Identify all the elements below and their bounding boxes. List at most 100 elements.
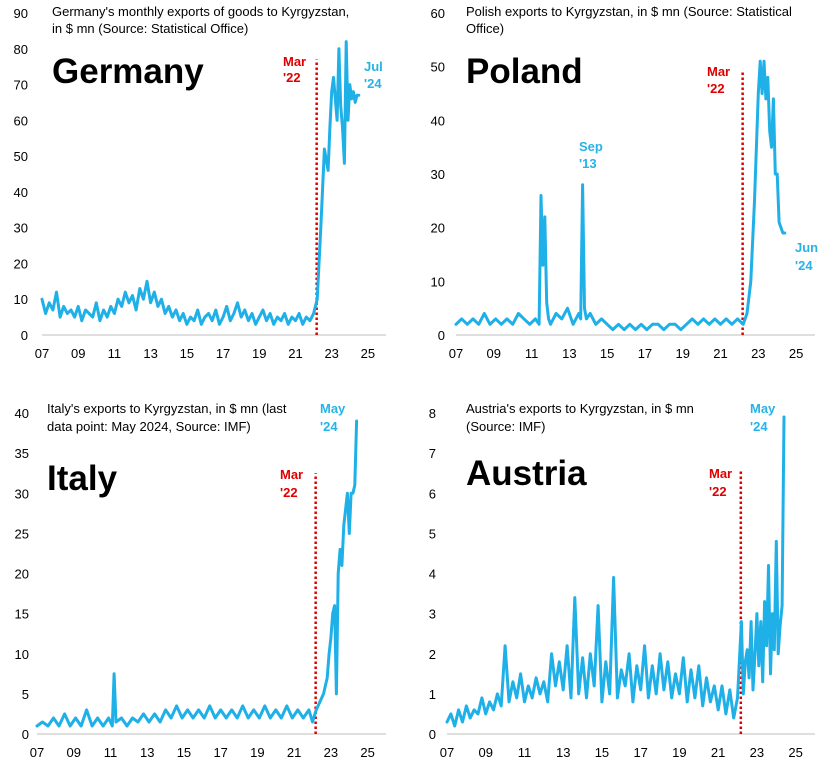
poland-x-tick-label: 25 bbox=[789, 346, 803, 361]
poland-series-line bbox=[454, 59, 787, 332]
germany-marker-line-2: '22 bbox=[283, 70, 301, 85]
poland-subtitle-line-2: Office) bbox=[466, 21, 504, 36]
poland-x-tick-label: 15 bbox=[600, 346, 614, 361]
germany-y-tick-label: 60 bbox=[14, 113, 28, 128]
italy-y-tick-label: 20 bbox=[15, 567, 29, 582]
germany-x-tick-label: 13 bbox=[143, 346, 157, 361]
italy-x-tick-label: 07 bbox=[30, 745, 44, 760]
poland-x-tick-label: 13 bbox=[562, 346, 576, 361]
germany-x-tick-label: 15 bbox=[180, 346, 194, 361]
italy-x-tick-label: 23 bbox=[324, 745, 338, 760]
italy-y-tick-label: 30 bbox=[15, 486, 29, 501]
italy-x-tick-label: 15 bbox=[177, 745, 191, 760]
poland-y-ticks: 0 10 20 30 40 50 60 bbox=[431, 6, 445, 343]
austria-x-tick-label: 23 bbox=[750, 745, 764, 760]
austria-x-tick-label: 11 bbox=[518, 745, 532, 760]
poland-x-tick-label: 23 bbox=[751, 346, 765, 361]
germany-y-tick-label: 90 bbox=[14, 6, 28, 21]
italy-x-tick-label: 13 bbox=[140, 745, 154, 760]
poland-y-tick-label: 30 bbox=[431, 167, 445, 182]
poland-end-label-line-1: Jun bbox=[795, 240, 818, 255]
germany-y-tick-label: 40 bbox=[14, 185, 28, 200]
italy-x-tick-label: 19 bbox=[250, 745, 264, 760]
austria-y-ticks: 0 1 2 3 4 5 6 7 8 bbox=[429, 406, 436, 742]
italy-y-tick-label: 25 bbox=[15, 526, 29, 541]
austria-y-tick-label: 8 bbox=[429, 406, 436, 421]
austria-x-tick-label: 17 bbox=[633, 745, 647, 760]
germany-subtitle-line-1: Germany's monthly exports of goods to Ky… bbox=[52, 4, 349, 19]
germany-marker-line-1: Mar bbox=[283, 54, 306, 69]
italy-y-tick-label: 5 bbox=[22, 687, 29, 702]
austria-marker-line-2: '22 bbox=[709, 484, 727, 499]
italy-subtitle-line-1: Italy's exports to Kyrgyzstan, in $ mn (… bbox=[47, 401, 287, 416]
italy-subtitle-line-2: data point: May 2024, Source: IMF) bbox=[47, 419, 251, 434]
germany-x-tick-label: 19 bbox=[252, 346, 266, 361]
austria-x-tick-label: 25 bbox=[788, 745, 802, 760]
austria-y-tick-label: 0 bbox=[429, 727, 436, 742]
austria-x-tick-label: 19 bbox=[672, 745, 686, 760]
austria-subtitle-line-1: Austria's exports to Kyrgyzstan, in $ mn bbox=[466, 401, 694, 416]
italy-y-tick-label: 35 bbox=[15, 446, 29, 461]
poland-y-tick-label: 0 bbox=[438, 328, 445, 343]
italy-series-line bbox=[35, 419, 359, 728]
poland-x-tick-label: 11 bbox=[525, 346, 539, 361]
austria-x-ticks: 07 09 11 13 15 17 19 21 23 25 bbox=[440, 745, 803, 760]
austria-subtitle-line-2: (Source: IMF) bbox=[466, 419, 545, 434]
poland-y-tick-label: 50 bbox=[431, 60, 445, 75]
germany-x-tick-label: 23 bbox=[324, 346, 338, 361]
austria-panel: Austria's exports to Kyrgyzstan, in $ mn… bbox=[429, 401, 815, 760]
austria-x-tick-label: 21 bbox=[711, 745, 725, 760]
italy-x-tick-label: 09 bbox=[67, 745, 81, 760]
austria-x-tick-label: 15 bbox=[595, 745, 609, 760]
germany-series-line bbox=[40, 40, 361, 326]
austria-y-tick-label: 2 bbox=[429, 647, 436, 662]
germany-y-tick-label: 30 bbox=[14, 221, 28, 236]
italy-x-tick-label: 21 bbox=[287, 745, 301, 760]
germany-x-tick-label: 11 bbox=[108, 346, 122, 361]
italy-y-tick-label: 10 bbox=[15, 647, 29, 662]
poland-panel: Polish exports to Kyrgyzstan, in $ mn (S… bbox=[431, 4, 819, 361]
poland-marker-line-1: Mar bbox=[707, 64, 730, 79]
austria-end-label-line-2: '24 bbox=[750, 419, 768, 434]
germany-x-tick-label: 17 bbox=[216, 346, 230, 361]
germany-subtitle-line-2: in $ mn (Source: Statistical Office) bbox=[52, 21, 248, 36]
poland-y-tick-label: 60 bbox=[431, 6, 445, 21]
germany-end-label-line-2: '24 bbox=[364, 76, 382, 91]
germany-y-tick-label: 0 bbox=[21, 328, 28, 343]
austria-y-tick-label: 4 bbox=[429, 567, 436, 582]
poland-y-tick-label: 10 bbox=[431, 274, 445, 289]
italy-y-tick-label: 0 bbox=[22, 727, 29, 742]
austria-end-label-line-1: May bbox=[750, 401, 776, 416]
italy-country-label: Italy bbox=[47, 459, 118, 498]
poland-country-label: Poland bbox=[466, 52, 583, 91]
italy-y-tick-label: 15 bbox=[15, 607, 29, 622]
italy-x-tick-label: 17 bbox=[213, 745, 227, 760]
poland-x-ticks: 07 09 11 13 15 17 19 21 23 25 bbox=[449, 346, 804, 361]
italy-y-tick-label: 40 bbox=[15, 406, 29, 421]
germany-panel: Germany's monthly exports of goods to Ky… bbox=[14, 4, 386, 361]
italy-x-tick-label: 25 bbox=[360, 745, 374, 760]
poland-end-label-line-2: '24 bbox=[795, 258, 813, 273]
germany-y-ticks: 0 10 20 30 40 50 60 70 80 90 bbox=[14, 6, 28, 343]
poland-marker-line-2: '22 bbox=[707, 81, 725, 96]
poland-x-tick-label: 17 bbox=[638, 346, 652, 361]
austria-y-tick-label: 3 bbox=[429, 607, 436, 622]
germany-x-tick-label: 21 bbox=[288, 346, 302, 361]
austria-series-line bbox=[445, 415, 786, 728]
poland-x-tick-label: 21 bbox=[713, 346, 727, 361]
italy-end-label-line-2: '24 bbox=[320, 419, 338, 434]
poland-peak-label-line-2: '13 bbox=[579, 156, 597, 171]
italy-y-ticks: 0 5 10 15 20 25 30 35 40 bbox=[15, 406, 29, 742]
germany-x-tick-label: 09 bbox=[71, 346, 85, 361]
germany-x-ticks: 07 09 11 13 15 17 19 21 23 25 bbox=[35, 346, 375, 361]
austria-x-tick-label: 13 bbox=[556, 745, 570, 760]
austria-y-tick-label: 5 bbox=[429, 526, 436, 541]
poland-y-tick-label: 20 bbox=[431, 221, 445, 236]
germany-country-label: Germany bbox=[52, 52, 204, 91]
italy-marker-line-1: Mar bbox=[280, 467, 303, 482]
germany-y-tick-label: 10 bbox=[14, 292, 28, 307]
italy-panel: Italy's exports to Kyrgyzstan, in $ mn (… bbox=[15, 401, 386, 760]
austria-x-tick-label: 07 bbox=[440, 745, 454, 760]
poland-x-tick-label: 07 bbox=[449, 346, 463, 361]
